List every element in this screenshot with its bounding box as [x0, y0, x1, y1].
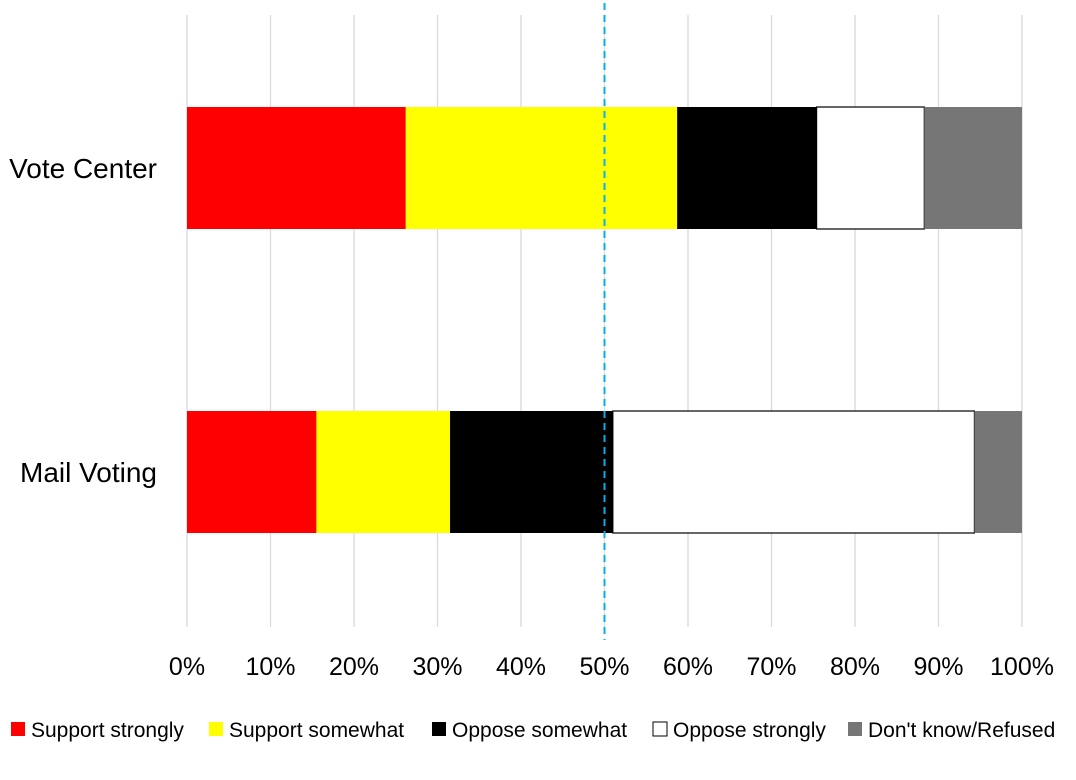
legend-swatch	[209, 722, 223, 736]
bar-segment-vote-center-3	[815, 106, 925, 230]
x-axis-tick-labels: 0% 10% 20% 30% 40% 50% 60% 70% 80% 90% 100%	[169, 653, 1054, 681]
x-tick-label: 20%	[329, 653, 379, 681]
x-tick-label: 0%	[169, 653, 205, 681]
bar-segment-mail-voting-2	[450, 411, 613, 533]
x-tick-label: 10%	[245, 653, 295, 681]
legend-swatch	[432, 722, 446, 736]
legend-swatch	[848, 722, 862, 736]
legend-label: Oppose somewhat	[452, 719, 627, 742]
bars	[187, 106, 1022, 534]
bar-segment-vote-center-2	[677, 107, 817, 229]
x-tick-label: 90%	[913, 653, 963, 681]
bar-segment-mail-voting-4	[974, 411, 1022, 533]
category-labels: Vote Center Mail Voting	[9, 153, 157, 488]
legend-label: Don't know/Refused	[868, 719, 1055, 742]
category-label: Vote Center	[9, 153, 157, 184]
legend: Support strongly Support somewhat Oppose s…	[11, 719, 1055, 742]
bar-segment-vote-center-1	[405, 107, 678, 229]
bar-segment-vote-center-4	[924, 107, 1022, 229]
legend-label: Support somewhat	[229, 719, 404, 742]
legend-label: Support strongly	[31, 719, 184, 742]
bar-segment-mail-voting-1	[316, 411, 451, 533]
x-tick-label: 80%	[830, 653, 880, 681]
x-tick-label: 40%	[496, 653, 546, 681]
x-tick-label: 30%	[412, 653, 462, 681]
legend-swatch	[652, 721, 668, 737]
x-tick-label: 60%	[663, 653, 713, 681]
legend-label: Oppose strongly	[673, 719, 826, 742]
legend-swatch	[11, 722, 25, 736]
category-label: Mail Voting	[20, 457, 157, 488]
bar-segment-mail-voting-3	[612, 410, 976, 534]
x-tick-label: 100%	[990, 653, 1054, 681]
x-tick-label: 70%	[746, 653, 796, 681]
x-tick-label: 50%	[579, 653, 629, 681]
bar-segment-vote-center-0	[187, 107, 406, 229]
bar-segment-mail-voting-0	[187, 411, 317, 533]
